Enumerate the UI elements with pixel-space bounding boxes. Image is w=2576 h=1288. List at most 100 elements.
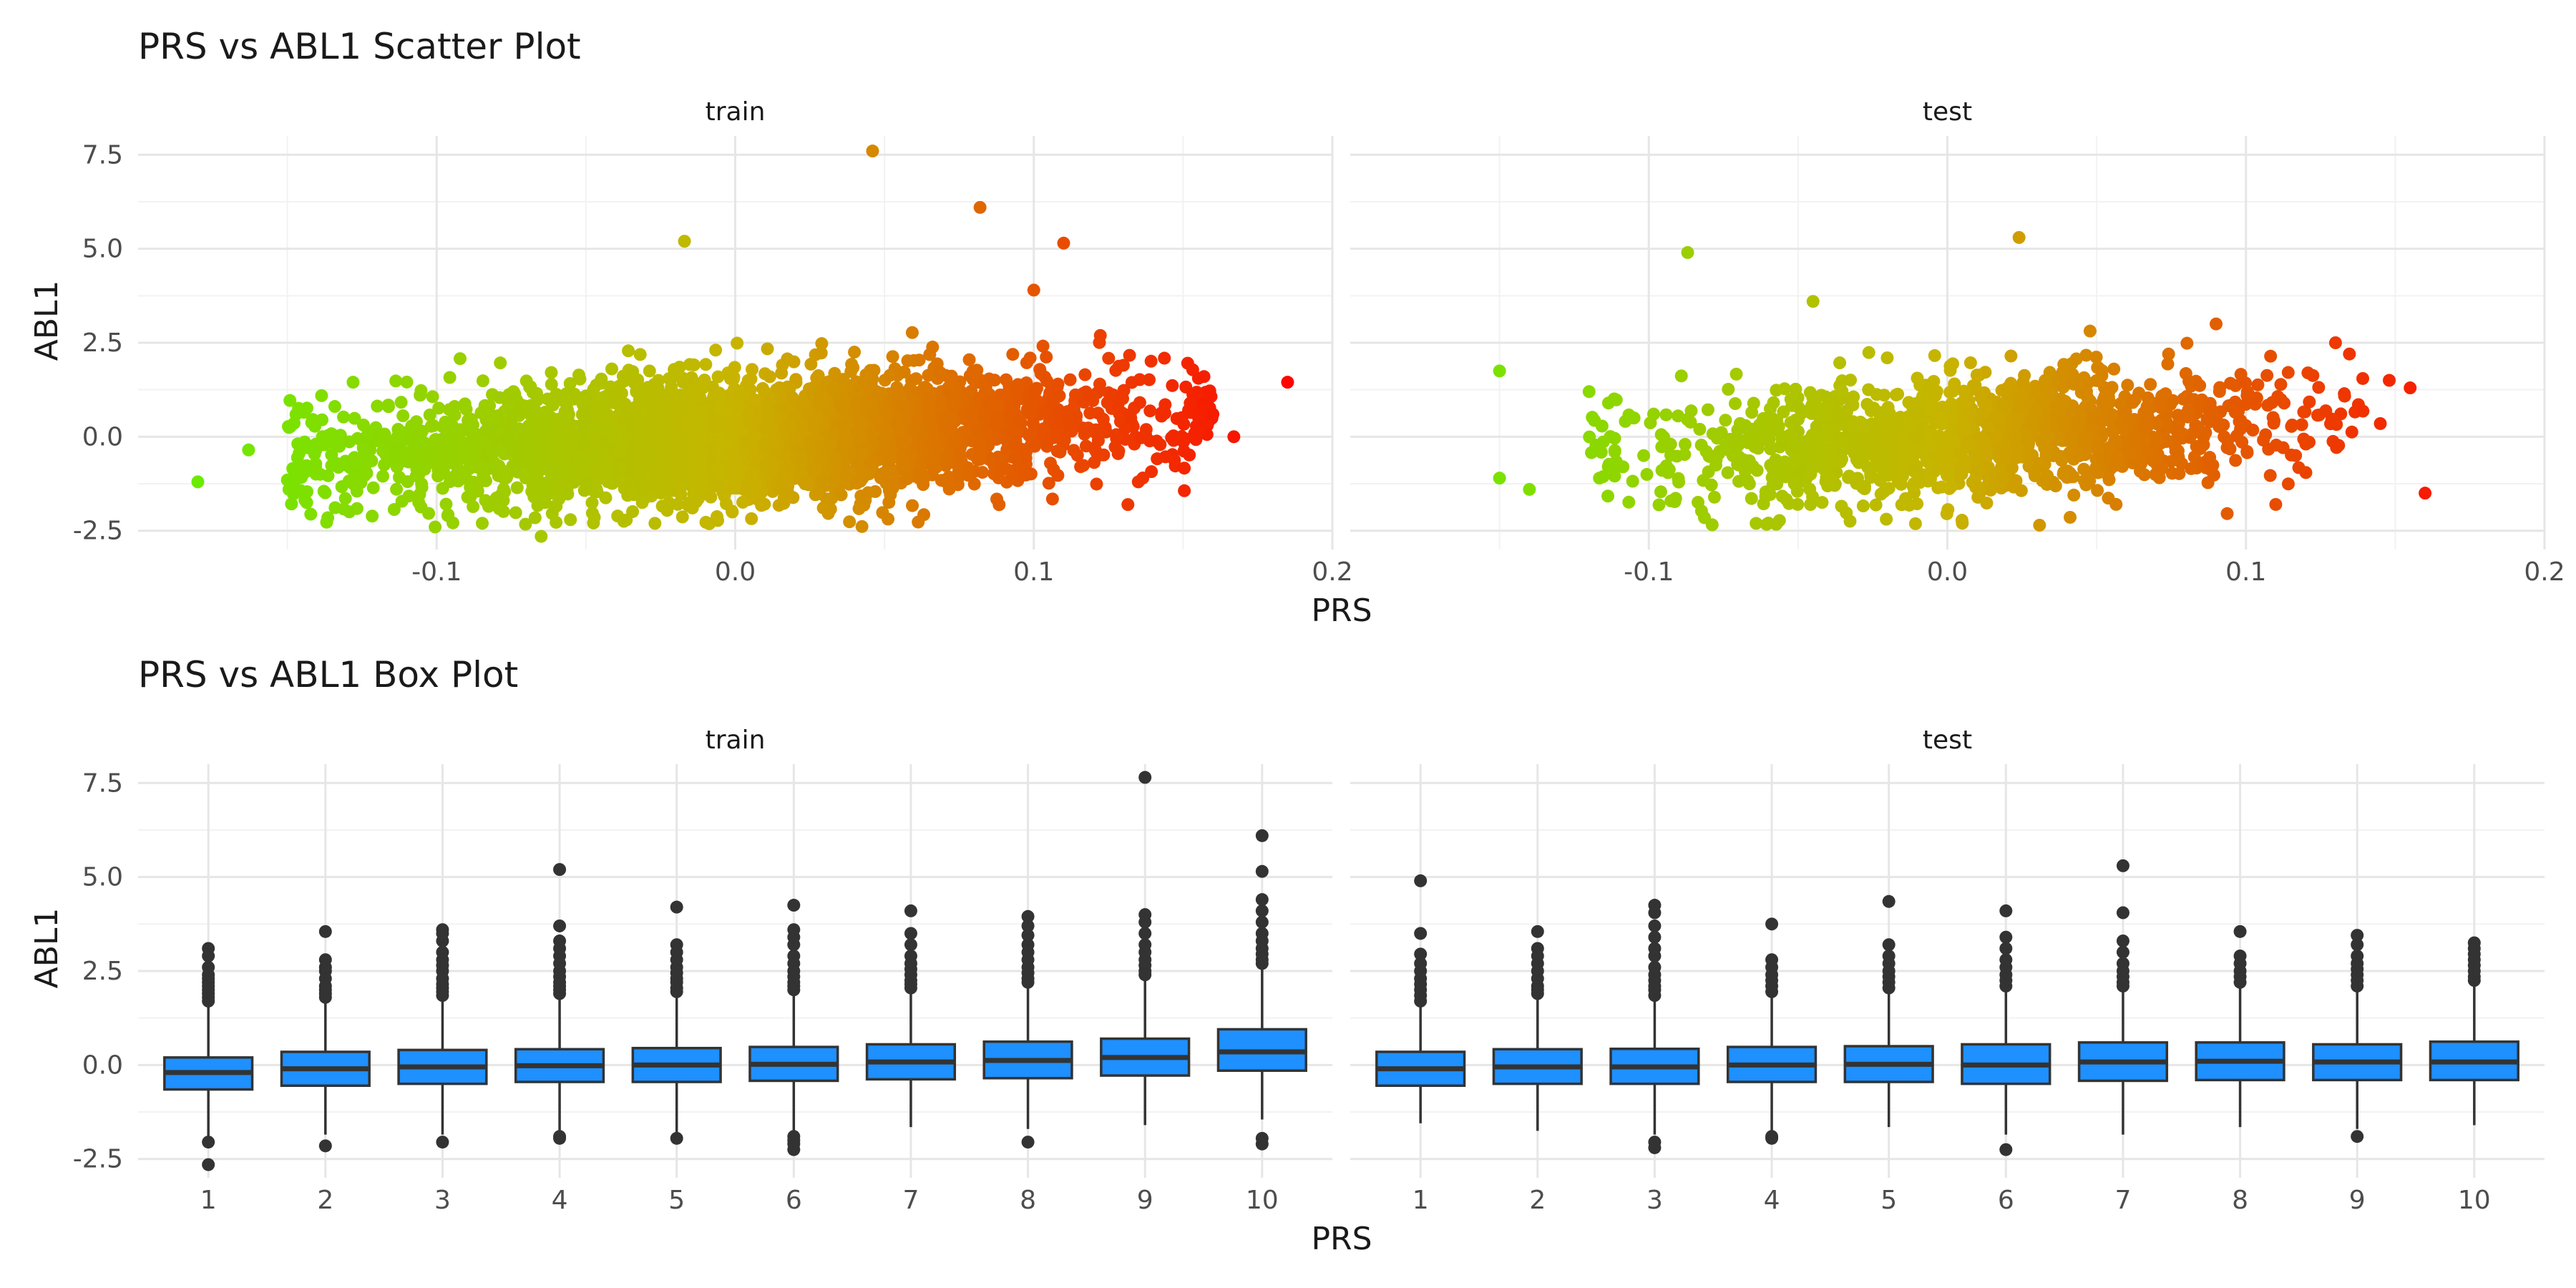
scatter-point [1672,409,1685,423]
scatter-point [605,362,618,376]
scatter-point [821,507,835,520]
scatter-point [2265,396,2279,409]
scatter-point [2356,371,2370,385]
scatter-point [1002,405,1016,419]
scatter-point [883,369,897,382]
scatter-point [704,490,718,504]
scatter-point [922,369,935,382]
scatter-point [381,399,395,412]
scatter-point [1960,423,1974,436]
scatter-point [828,455,841,469]
scatter-point [1963,356,1977,369]
scatter-point [1023,398,1037,411]
scatter-point [1094,448,1108,462]
scatter-point [2234,368,2248,381]
scatter-panel-train: train-0.1 0.0 0.1 0.2-2.50.02.55.07.5 [73,97,1353,587]
scatter-point [962,353,976,366]
scatter-point [1585,446,1599,459]
scatter-point [2240,446,2254,459]
scatter-point [940,410,953,424]
scatter-point [2230,429,2244,442]
scatter-point [1810,401,1824,415]
scatter-point [1023,429,1036,442]
scatter-point [676,371,690,385]
scatter-point [1684,404,1698,418]
scatter-point [602,464,615,477]
scatter-point [2233,415,2246,429]
scatter-point [1836,436,1850,450]
scatter-point [1898,457,1912,471]
scatter-point [1729,439,1742,453]
scatter-point [1938,458,1951,472]
scatter-point [1037,422,1050,436]
scatter-point [485,444,499,458]
scatter-point [847,361,860,374]
x-tick-label: 0.1 [2225,557,2266,587]
scatter-point [572,369,585,382]
scatter-point [699,358,713,371]
scatter-point [1654,428,1668,441]
scatter-point [2292,461,2306,474]
scatter-point [545,378,558,391]
scatter-point [1804,467,1818,481]
scatter-point [834,398,848,411]
scatter-point [589,404,602,417]
scatter-point [2268,414,2281,428]
scatter-point [613,444,627,457]
scatter-point [346,376,360,389]
scatter-point [709,343,723,357]
scatter-point [804,357,818,371]
scatter-point [514,447,528,460]
scatter-point [884,488,897,502]
scatter-point [822,406,836,419]
scatter-point [465,437,479,451]
scatter-point [317,484,331,498]
x-tick-label: 0.0 [1927,557,1968,587]
scatter-point [810,371,824,385]
scatter-point [1729,367,1743,381]
scatter-point [843,515,857,529]
scatter-point [2069,352,2083,366]
scatter-point [1789,454,1802,467]
scatter-point [1894,477,1908,491]
scatter-point [796,396,810,410]
scatter-point [999,387,1013,401]
scatter-point [2150,434,2163,447]
scatter-point [731,399,744,412]
scatter-point [756,381,769,395]
scatter-point [2343,347,2356,361]
scatter-point [1697,511,1711,525]
scatter-point [1870,417,1883,431]
scatter-point [820,492,834,506]
scatter-point [1063,373,1077,386]
scatter-point [1815,496,1829,509]
scatter-point [2171,420,2185,434]
scatter-point [565,442,578,456]
scatter-point [2297,432,2311,446]
scatter-point [1980,398,1994,411]
scatter-x-label: PRS [1311,592,1372,629]
scatter-point [973,200,987,214]
scatter-point [1178,462,1191,475]
scatter-point [2223,442,2237,456]
scatter-point [1854,431,1868,444]
scatter-point [376,469,390,483]
scatter-point [1803,482,1817,496]
scatter-point [1753,418,1767,431]
scatter-point [1719,414,1732,427]
scatter-point [510,481,524,494]
scatter-point [387,451,401,464]
scatter-point [387,503,401,517]
scatter-point [1158,406,1171,420]
scatter-point [799,474,813,488]
scatter-point [325,459,338,472]
scatter-point [287,487,301,501]
scatter-point [2033,518,2046,532]
scatter-point [901,354,914,368]
scatter-point [1943,364,1957,377]
scatter-point [1616,460,1630,474]
scatter-point [1862,346,1875,359]
scatter-point [1819,390,1833,404]
scatter-point [577,411,591,425]
scatter-point [1158,351,1171,365]
